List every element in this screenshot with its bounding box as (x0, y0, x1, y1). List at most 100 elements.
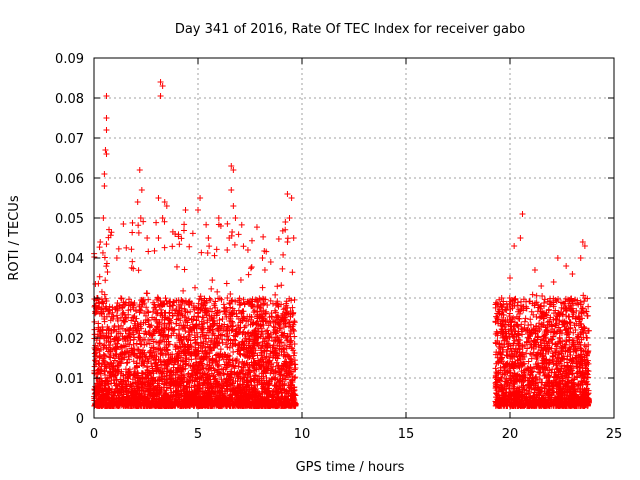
data-point (252, 330, 259, 337)
data-point (224, 247, 231, 254)
data-point (288, 356, 295, 363)
data-point (263, 308, 270, 315)
data-point (291, 333, 298, 340)
data-point (216, 354, 223, 361)
data-point (136, 337, 143, 344)
data-point (185, 301, 192, 308)
data-point (92, 308, 99, 315)
data-point (273, 359, 280, 366)
data-point (98, 363, 105, 370)
data-point (191, 313, 198, 320)
data-point (153, 219, 160, 226)
data-point (290, 352, 297, 359)
data-point (112, 306, 119, 313)
data-point (248, 237, 255, 244)
data-point (282, 226, 289, 233)
data-point (257, 344, 264, 351)
data-point (195, 361, 202, 368)
data-point (280, 251, 287, 258)
data-point (200, 314, 207, 321)
data-point (246, 369, 253, 376)
data-point (260, 322, 267, 329)
data-point (274, 342, 281, 349)
data-point (101, 254, 108, 261)
data-point (109, 304, 116, 311)
data-point (91, 350, 98, 357)
data-point (115, 366, 122, 373)
data-point (141, 341, 148, 348)
data-point (185, 315, 192, 322)
data-point (181, 372, 188, 379)
data-point (117, 295, 124, 302)
data-point (145, 248, 152, 255)
data-point (178, 396, 185, 403)
data-point (198, 325, 205, 332)
data-point (258, 352, 265, 359)
data-point (113, 376, 120, 383)
data-point (229, 323, 236, 330)
data-point (286, 343, 293, 350)
data-point (289, 304, 296, 311)
data-point (224, 295, 231, 302)
data-point (260, 233, 267, 240)
data-point (260, 335, 267, 342)
data-point (248, 264, 255, 271)
data-point (261, 379, 268, 386)
data-point (238, 221, 245, 228)
data-point (174, 312, 181, 319)
data-point (243, 397, 250, 404)
data-point (143, 364, 150, 371)
data-point (267, 297, 274, 304)
data-point (163, 333, 170, 340)
data-point (102, 277, 109, 284)
data-point (291, 318, 298, 325)
data-point (202, 384, 209, 391)
data-point (291, 349, 298, 356)
data-point (264, 390, 271, 397)
data-point (223, 280, 230, 287)
data-point (162, 390, 169, 397)
data-point (237, 351, 244, 358)
data-point (132, 352, 139, 359)
data-point (249, 362, 256, 369)
data-point (199, 306, 206, 313)
data-point (175, 233, 182, 240)
data-point (259, 339, 266, 346)
data-point (146, 340, 153, 347)
data-point (106, 353, 113, 360)
data-point (188, 328, 195, 335)
data-point (148, 344, 155, 351)
data-point (144, 234, 151, 241)
data-point (278, 301, 285, 308)
data-point (247, 345, 254, 352)
data-point (226, 299, 233, 306)
data-point (180, 333, 187, 340)
data-point (110, 313, 117, 320)
data-point (219, 336, 226, 343)
data-point (289, 311, 296, 318)
data-point (95, 402, 102, 409)
data-point (291, 361, 298, 368)
data-point (248, 359, 255, 366)
data-point (286, 384, 293, 391)
data-point (140, 218, 147, 225)
data-point (129, 229, 136, 236)
data-point (118, 295, 125, 302)
data-point (251, 307, 258, 314)
data-point (123, 360, 130, 367)
data-point (232, 298, 239, 305)
data-point (95, 280, 102, 287)
data-point (155, 391, 162, 398)
data-point (197, 333, 204, 340)
data-point (155, 339, 162, 346)
data-point (124, 359, 131, 366)
data-point (191, 306, 198, 313)
data-point (116, 358, 123, 365)
data-point (227, 301, 234, 308)
data-point (216, 295, 223, 302)
data-point (176, 307, 183, 314)
data-point (122, 327, 129, 334)
data-point (126, 356, 133, 363)
data-point (176, 241, 183, 248)
